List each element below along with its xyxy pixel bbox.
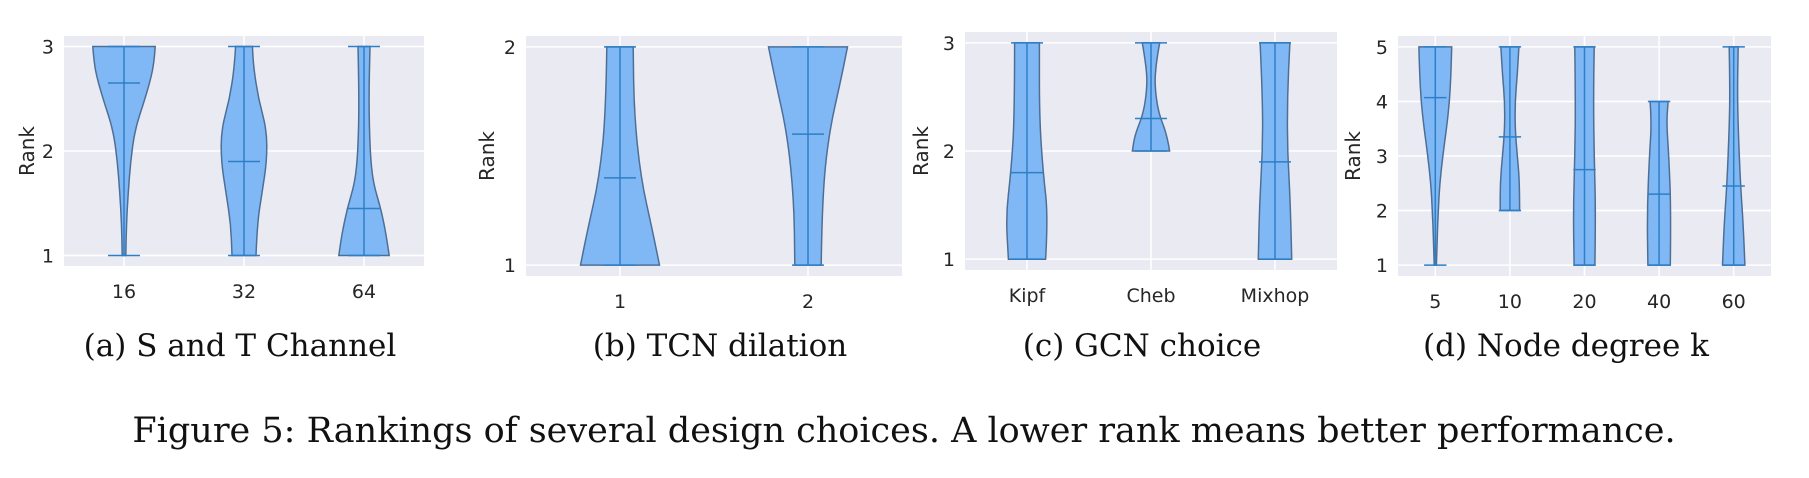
x-tick-label: 10 <box>1498 291 1522 313</box>
panel-4: 1 2 3 4 5 5 10 20 40 60 Rank <box>1341 36 1771 313</box>
x-tick-label: 32 <box>232 281 256 303</box>
y-tick-label: 2 <box>504 37 516 59</box>
panel-1: 1 2 3 16 32 64 Rank <box>15 36 424 303</box>
x-tick-label: Cheb <box>1126 285 1175 307</box>
y-tick-label: 3 <box>1376 146 1388 168</box>
caption-b: (b) TCN dilation <box>593 328 847 364</box>
x-tick-label: Mixhop <box>1241 285 1310 307</box>
y-tick-label: 4 <box>1376 91 1388 113</box>
y-tick-label: 5 <box>1376 37 1388 59</box>
caption-d: (d) Node degree k <box>1423 328 1709 364</box>
y-tick-label: 3 <box>42 36 54 58</box>
x-tick-label: 16 <box>112 281 136 303</box>
x-tick-label: 64 <box>352 281 376 303</box>
x-tick-label: 2 <box>802 291 814 313</box>
y-tick-label: 1 <box>504 255 516 277</box>
y-tick-label: 2 <box>1376 201 1388 223</box>
panel-3: 1 2 3 Kipf Cheb Mixhop Rank <box>909 32 1337 307</box>
plot-background <box>526 36 902 276</box>
y-axis-label: Rank <box>15 126 39 176</box>
figure-caption: Figure 5: Rankings of several design cho… <box>132 411 1675 451</box>
x-tick-label: Kipf <box>1009 285 1047 307</box>
x-tick-label: 60 <box>1722 291 1746 313</box>
x-tick-label: 5 <box>1429 291 1441 313</box>
caption-c: (c) GCN choice <box>1023 328 1261 364</box>
caption-a: (a) S and T Channel <box>84 328 397 364</box>
y-tick-label: 2 <box>42 141 54 163</box>
panel-2: 1 2 1 2 Rank <box>475 36 902 313</box>
y-tick-label: 2 <box>943 141 955 163</box>
x-tick-label: 1 <box>614 291 626 313</box>
y-axis-label: Rank <box>475 131 499 181</box>
y-tick-label: 3 <box>943 33 955 55</box>
x-tick-label: 40 <box>1647 291 1671 313</box>
y-axis-label: Rank <box>1341 131 1365 181</box>
y-tick-label: 1 <box>943 249 955 271</box>
y-tick-label: 1 <box>1376 255 1388 277</box>
y-tick-label: 1 <box>42 246 54 268</box>
y-axis-label: Rank <box>909 126 933 176</box>
x-tick-label: 20 <box>1572 291 1596 313</box>
